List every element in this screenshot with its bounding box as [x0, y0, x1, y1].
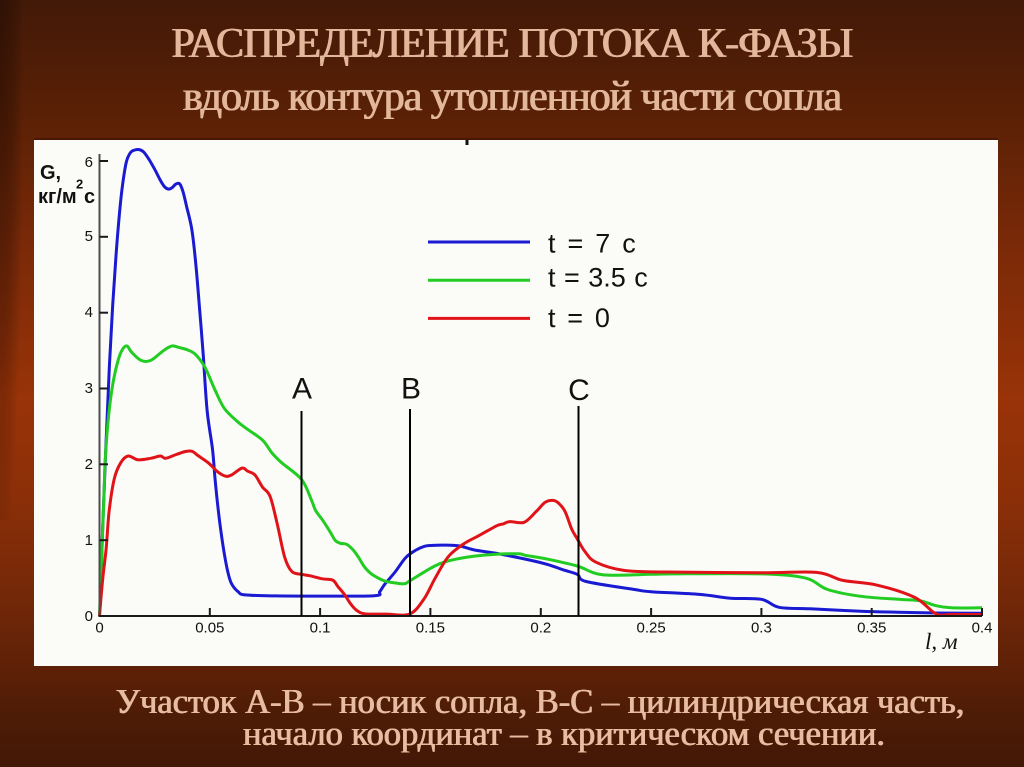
- svg-text:кг/м: кг/м: [38, 186, 77, 208]
- svg-text:3: 3: [85, 380, 93, 397]
- svg-text:B: B: [401, 372, 421, 405]
- svg-text:t = 7 c: t = 7 c: [548, 229, 636, 259]
- svg-text:0: 0: [85, 608, 93, 625]
- svg-text:4: 4: [85, 304, 93, 321]
- svg-text:A: A: [292, 372, 312, 405]
- svg-text:2: 2: [85, 456, 93, 473]
- svg-text:2: 2: [76, 177, 83, 192]
- svg-text:1: 1: [85, 532, 93, 549]
- svg-text:0.3: 0.3: [751, 620, 772, 637]
- svg-text:C: C: [568, 374, 590, 407]
- svg-text:0.2: 0.2: [530, 620, 551, 637]
- svg-text:5: 5: [85, 228, 93, 245]
- svg-text:l, м: l, м: [925, 629, 958, 654]
- svg-text:0.35: 0.35: [857, 620, 886, 637]
- svg-text:с: с: [84, 186, 95, 208]
- svg-text:0: 0: [95, 620, 103, 637]
- svg-text:0.4: 0.4: [972, 620, 993, 637]
- svg-text:0.25: 0.25: [636, 620, 665, 637]
- svg-text:0.05: 0.05: [195, 620, 224, 637]
- svg-text:t = 0: t = 0: [548, 303, 610, 333]
- svg-text:6: 6: [85, 154, 93, 171]
- svg-text:G,: G,: [40, 162, 61, 184]
- svg-text:0.15: 0.15: [416, 620, 445, 637]
- svg-text:t = 3.5 c: t = 3.5 c: [548, 263, 648, 293]
- svg-text:0.1: 0.1: [310, 620, 331, 637]
